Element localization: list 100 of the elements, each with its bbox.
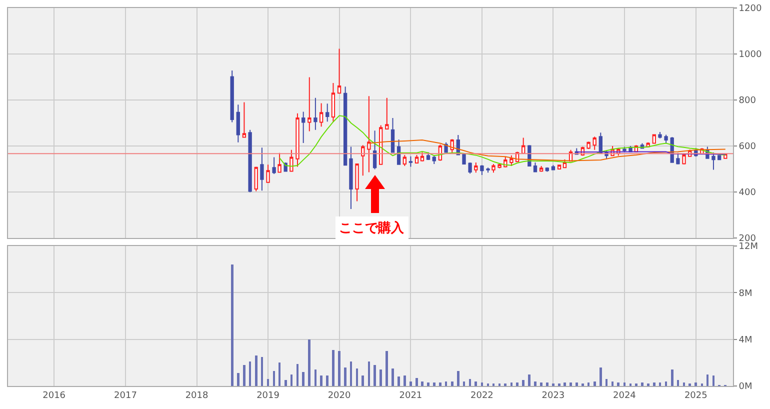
bar [410, 381, 412, 386]
candlestick [545, 166, 549, 172]
y-tick-label: 400 [738, 188, 756, 198]
x-tick-label: 2025 [684, 390, 708, 401]
bar [546, 382, 548, 386]
candlestick [533, 162, 538, 172]
candlestick [272, 156, 276, 175]
x-tick-label: 2022 [470, 390, 494, 401]
candlestick [664, 134, 668, 144]
candlestick [290, 149, 294, 172]
candlestick [308, 76, 312, 132]
candlestick [462, 154, 466, 165]
bar [456, 370, 460, 386]
bar [427, 382, 430, 386]
bar [450, 381, 454, 386]
bar [398, 376, 400, 386]
bar [528, 374, 531, 386]
bar [534, 381, 536, 386]
x-tick-label: 2023 [542, 390, 565, 401]
candlestick [355, 163, 359, 202]
candlestick [260, 147, 264, 192]
candlestick [302, 111, 306, 144]
x-tick-label: 2021 [399, 390, 422, 401]
x-tick-label: 2024 [613, 390, 636, 401]
candlestick [230, 70, 234, 123]
bar [432, 382, 436, 386]
bar [416, 378, 418, 386]
candlestick [432, 154, 436, 164]
y-tick-label: 4M [738, 335, 752, 346]
candlestick [480, 164, 484, 176]
bar [386, 351, 388, 386]
bar [326, 376, 329, 386]
x-tick-label: 2017 [114, 390, 137, 401]
candlestick [278, 152, 282, 173]
bar [344, 367, 346, 386]
bar [564, 382, 566, 386]
y-tick-label: 600 [738, 142, 756, 152]
bar [374, 365, 376, 386]
candlestick [557, 164, 562, 170]
bar [230, 264, 234, 386]
bar [320, 376, 322, 386]
candlestick [492, 163, 496, 174]
x-tick-label: 2019 [256, 390, 280, 401]
bar [570, 382, 572, 386]
candlestick [539, 166, 544, 172]
bar [243, 365, 246, 386]
bar [670, 370, 674, 386]
candlestick [408, 156, 413, 168]
bar [392, 368, 394, 386]
candlestick [266, 164, 270, 183]
bar [421, 381, 424, 386]
y-tick-label: 12M [738, 242, 758, 252]
bar [474, 381, 478, 386]
line-series [368, 140, 726, 162]
candlestick [367, 96, 371, 173]
candlestick [248, 129, 252, 193]
bar [540, 382, 542, 386]
y-tick-label: 0M [738, 382, 752, 392]
candlestick [474, 162, 478, 174]
candlestick [426, 152, 430, 161]
candlestick [592, 136, 596, 150]
candlestick [486, 167, 490, 174]
candlestick [349, 146, 353, 210]
candlestick [468, 162, 472, 174]
bar [302, 372, 305, 386]
bar [575, 382, 578, 386]
candlestick [385, 97, 389, 130]
candlestick [658, 131, 662, 139]
bar [694, 382, 698, 386]
bar [593, 381, 596, 386]
x-tick-label: 2016 [42, 390, 66, 401]
candlestick [396, 139, 401, 165]
candlestick [326, 103, 330, 122]
candlestick [361, 144, 365, 176]
candlestick [314, 97, 318, 130]
candlestick [337, 48, 342, 94]
bar [641, 382, 644, 386]
bar [332, 350, 334, 386]
x-tick-label: 2018 [185, 390, 208, 401]
candlestick [254, 166, 258, 192]
bar [439, 382, 442, 386]
candlestick [498, 162, 502, 169]
bar [522, 380, 525, 386]
candlestick [676, 152, 680, 165]
y-tick-label: 800 [738, 96, 756, 106]
bar [403, 376, 406, 386]
annotation: ここで購入 [339, 220, 405, 236]
bar [516, 382, 518, 386]
bar [599, 367, 602, 386]
bar [652, 382, 656, 386]
candlestick [319, 102, 324, 128]
bar [338, 351, 340, 386]
y-tick-label: 1200 [738, 4, 762, 14]
bar [308, 339, 311, 386]
candlestick [622, 146, 626, 152]
candlestick [390, 117, 395, 153]
y-tick-label: 1000 [738, 50, 762, 60]
bar [236, 373, 240, 386]
bar [254, 356, 258, 386]
candlestick [414, 154, 419, 164]
